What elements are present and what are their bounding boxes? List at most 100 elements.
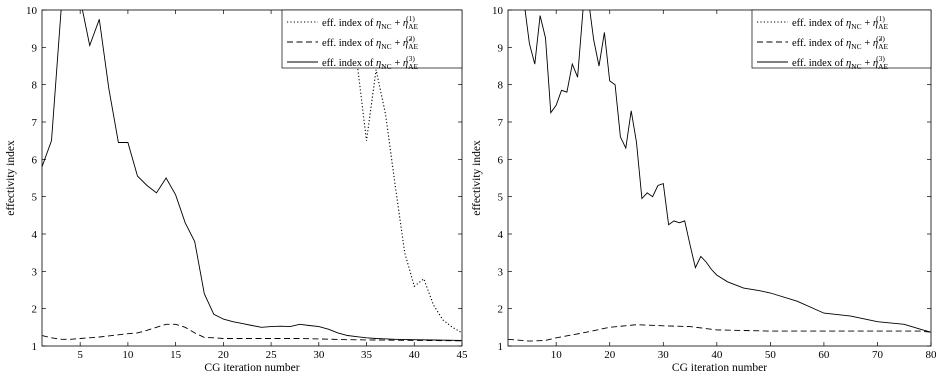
x-tick-label: 60 [818, 349, 830, 361]
x-tick-label: 35 [361, 349, 373, 361]
x-tick-label: 15 [170, 349, 182, 361]
y-tick-label: 2 [498, 304, 504, 316]
x-tick-label: 70 [872, 349, 884, 361]
legend-label-part: AE [408, 22, 418, 31]
x-tick-label: 30 [313, 349, 325, 361]
legend-label-part: NC [381, 42, 391, 51]
y-tick-label: 7 [498, 117, 504, 129]
series-line-dashed [42, 323, 462, 342]
x-tick-label: 5 [77, 349, 83, 361]
series-line-solid [42, 10, 462, 341]
legend-box [751, 9, 932, 69]
legend-label-part: η [376, 18, 381, 29]
legend-label-part: (2) [876, 34, 885, 43]
plot-frame [507, 9, 932, 347]
x-tick-label: 40 [409, 349, 421, 361]
right-chart: 1 2 3 4 5 6 7 8 9 10 10 20 30 40 50 60 70 80 CG iteration … [471, 5, 938, 374]
y-tick-label: 6 [32, 154, 38, 166]
series-line-dashed [508, 324, 931, 342]
y-tick-label: 3 [32, 266, 38, 278]
x-tick-label: 80 [926, 349, 938, 361]
legend-label-part: eff. index of [322, 38, 376, 49]
y-tick-label: 10 [492, 5, 504, 17]
legend-label-part: NC [851, 42, 861, 51]
series-line-dotted [356, 62, 462, 334]
legend-label-part: η̂ [403, 38, 412, 49]
legend-label-part: η [873, 58, 878, 69]
y-tick-label: 5 [498, 192, 504, 204]
legend-label-part: η [873, 18, 878, 29]
legend-label-part: AE [408, 42, 418, 51]
x-tick-label: 50 [765, 349, 777, 361]
legend-label-part: + [862, 38, 873, 49]
y-tick-label: 9 [32, 42, 38, 54]
legend-label-part: η [846, 18, 851, 29]
x-tick-label: 25 [266, 349, 278, 361]
legend-label-part: η [846, 38, 851, 49]
y-tick-label: 4 [498, 229, 504, 241]
y-tick-label: 3 [498, 266, 504, 278]
series-line-solid [524, 10, 931, 333]
legend-label-part: η [376, 38, 381, 49]
legend-label-part: η [376, 58, 381, 69]
series-group [42, 10, 462, 342]
legend-label-part: NC [381, 62, 391, 71]
legend-label: eff. index of ηNC + ηAE(3) [322, 54, 418, 71]
y-tick-label: 8 [32, 80, 38, 92]
legend-label-part: eff. index of [792, 38, 846, 49]
x-tick-label: 20 [218, 349, 230, 361]
x-tick-label: 10 [122, 349, 134, 361]
legend-label-part: η [846, 58, 851, 69]
y-tick-label: 1 [498, 341, 504, 353]
legend-label: eff. index of ηNC + η̂AE(2) [792, 34, 888, 51]
legend-label-part: NC [381, 22, 391, 31]
plot-frame [41, 9, 463, 347]
x-axis-label: CG iteration number [204, 362, 299, 374]
legend-label-part: η [403, 18, 408, 29]
legend-label: eff. index of ηNC + ηAE(3) [792, 54, 888, 71]
x-tick-label: 10 [551, 349, 563, 361]
legend-label-part: + [862, 58, 873, 69]
legend: eff. index of ηNC + ηAE(1)eff. index of … [281, 9, 463, 71]
legend-label-part: (1) [406, 14, 415, 23]
legend-label-part: AE [878, 22, 888, 31]
y-tick-label: 1 [32, 341, 38, 353]
legend-label-part: eff. index of [792, 58, 846, 69]
legend-label-part: (3) [876, 54, 885, 63]
legend-label-part: η̂ [873, 38, 882, 49]
legend-box [281, 9, 463, 69]
x-tick-label: 30 [658, 349, 670, 361]
legend-label: eff. index of ηNC + η̂AE(2) [322, 34, 418, 51]
x-tick-label: 20 [604, 349, 616, 361]
legend-label: eff. index of ηNC + ηAE(1) [322, 14, 418, 31]
legend-label: eff. index of ηNC + ηAE(1) [792, 14, 888, 31]
legend-label-part: NC [851, 62, 861, 71]
x-axis-label: CG iteration number [672, 362, 767, 374]
legend-label-part: + [392, 58, 403, 69]
legend-label-part: AE [878, 62, 888, 71]
series-group [508, 10, 931, 342]
y-tick-label: 5 [32, 192, 38, 204]
y-tick-label: 8 [498, 80, 504, 92]
legend-label-part: (2) [406, 34, 415, 43]
y-tick-label: 2 [32, 304, 38, 316]
legend-label-part: AE [878, 42, 888, 51]
legend-label-part: (1) [876, 14, 885, 23]
legend-label-part: AE [408, 62, 418, 71]
legend: eff. index of ηNC + ηAE(1)eff. index of … [751, 9, 932, 71]
y-tick-label: 4 [32, 229, 38, 241]
legend-label-part: + [392, 38, 403, 49]
legend-label-part: NC [851, 22, 861, 31]
legend-label-part: + [392, 18, 403, 29]
legend-label-part: eff. index of [322, 58, 376, 69]
legend-label-part: η [403, 58, 408, 69]
y-tick-label: 9 [498, 42, 504, 54]
y-tick-label: 7 [32, 117, 38, 129]
y-tick-label: 6 [498, 154, 504, 166]
legend-label-part: (3) [406, 54, 415, 63]
legend-label-part: eff. index of [792, 18, 846, 29]
y-axis-label: effectivity index [5, 140, 17, 216]
legend-label-part: eff. index of [322, 18, 376, 29]
